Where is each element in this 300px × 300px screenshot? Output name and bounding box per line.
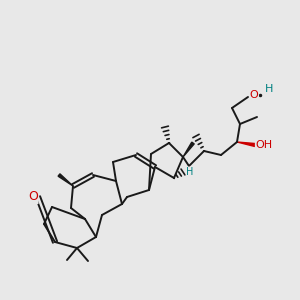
- Text: OH: OH: [255, 140, 273, 150]
- Text: H: H: [265, 84, 273, 94]
- Polygon shape: [183, 142, 194, 157]
- Text: H: H: [186, 167, 194, 177]
- Text: O: O: [250, 90, 258, 100]
- Polygon shape: [58, 174, 73, 186]
- Text: O: O: [28, 190, 38, 203]
- Polygon shape: [237, 142, 255, 146]
